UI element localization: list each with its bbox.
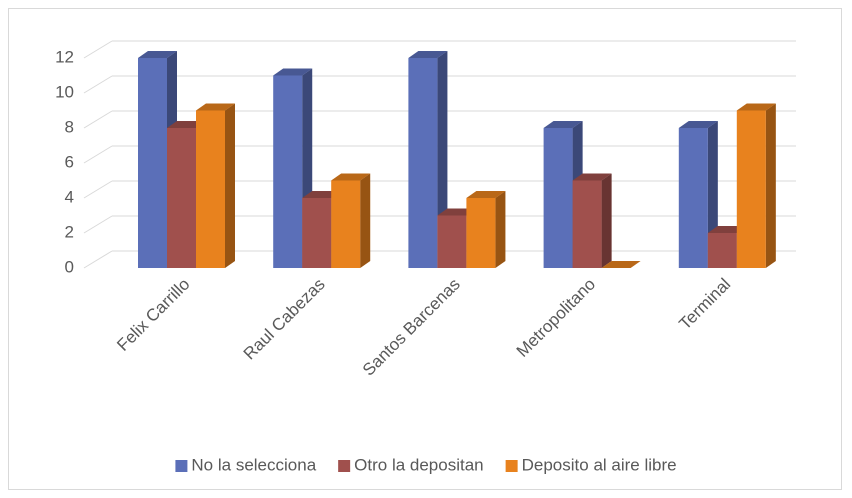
legend: No la selecciona Otro la depositan Deposit… xyxy=(175,455,677,474)
grid-connector xyxy=(83,110,113,129)
y-tick-label: 6 xyxy=(65,152,74,171)
bar xyxy=(437,215,467,268)
bar-top xyxy=(678,121,718,128)
y-tick-label: 4 xyxy=(65,187,74,206)
bar xyxy=(302,198,332,268)
bar-side-shade xyxy=(225,103,235,268)
bar-side-shade xyxy=(495,191,506,268)
bar-top xyxy=(736,103,776,111)
grid-connector xyxy=(83,40,113,59)
bar-top-shade xyxy=(331,173,371,181)
bar-side-shade xyxy=(360,173,371,268)
bar-top xyxy=(331,173,371,181)
legend-swatch xyxy=(338,460,351,472)
bar-top-shade xyxy=(736,103,776,111)
y-tick-label: 0 xyxy=(65,257,74,276)
y-tick-label: 2 xyxy=(65,222,74,241)
bar-top xyxy=(601,261,641,268)
bar-side xyxy=(360,173,371,268)
bar-top xyxy=(273,68,313,76)
bar xyxy=(543,128,573,268)
grid-connector xyxy=(83,180,113,199)
y-tick-label: 12 xyxy=(55,47,74,66)
bar-side xyxy=(495,191,506,268)
bar xyxy=(273,75,303,268)
bar-side xyxy=(765,103,776,268)
bar-side xyxy=(601,173,612,268)
bar-top-shade xyxy=(196,103,235,111)
bar-top-shade xyxy=(601,261,641,268)
bar-top-shade xyxy=(466,191,506,198)
bar-top xyxy=(543,121,583,128)
bar-side-shade xyxy=(765,103,776,268)
legend-label: Deposito al aire libre xyxy=(522,455,677,474)
grid-connector xyxy=(83,250,113,269)
bar-top-shade xyxy=(408,51,448,58)
bar-top xyxy=(466,191,506,198)
legend-label: Otro la depositan xyxy=(354,455,483,474)
legend-swatch xyxy=(505,460,518,472)
bar xyxy=(707,233,737,268)
bar-top-shade xyxy=(138,51,177,58)
bar-side-shade xyxy=(601,173,612,268)
bar-top xyxy=(196,103,235,111)
bar xyxy=(678,128,708,268)
bar xyxy=(572,180,602,268)
y-tick-label: 10 xyxy=(55,82,74,101)
bar-side xyxy=(225,103,235,268)
legend-label: No la selecciona xyxy=(191,455,316,474)
bar xyxy=(331,180,361,268)
bar xyxy=(736,110,766,268)
bar-top-shade xyxy=(543,121,583,128)
bar xyxy=(466,198,496,268)
y-tick-label: 8 xyxy=(65,117,74,136)
bar-top-shade xyxy=(273,68,313,76)
grid-connector xyxy=(83,215,113,234)
bar xyxy=(167,128,196,268)
bar-top xyxy=(572,173,612,181)
grid-connector xyxy=(83,75,113,94)
bar xyxy=(408,58,438,268)
bar-top xyxy=(408,51,448,58)
bar-top-shade xyxy=(678,121,718,128)
bar xyxy=(196,110,225,268)
legend-swatch xyxy=(175,460,188,472)
grid-connector xyxy=(83,145,113,164)
bar xyxy=(138,58,167,268)
bar-top-shade xyxy=(572,173,612,181)
bar-top xyxy=(138,51,177,58)
